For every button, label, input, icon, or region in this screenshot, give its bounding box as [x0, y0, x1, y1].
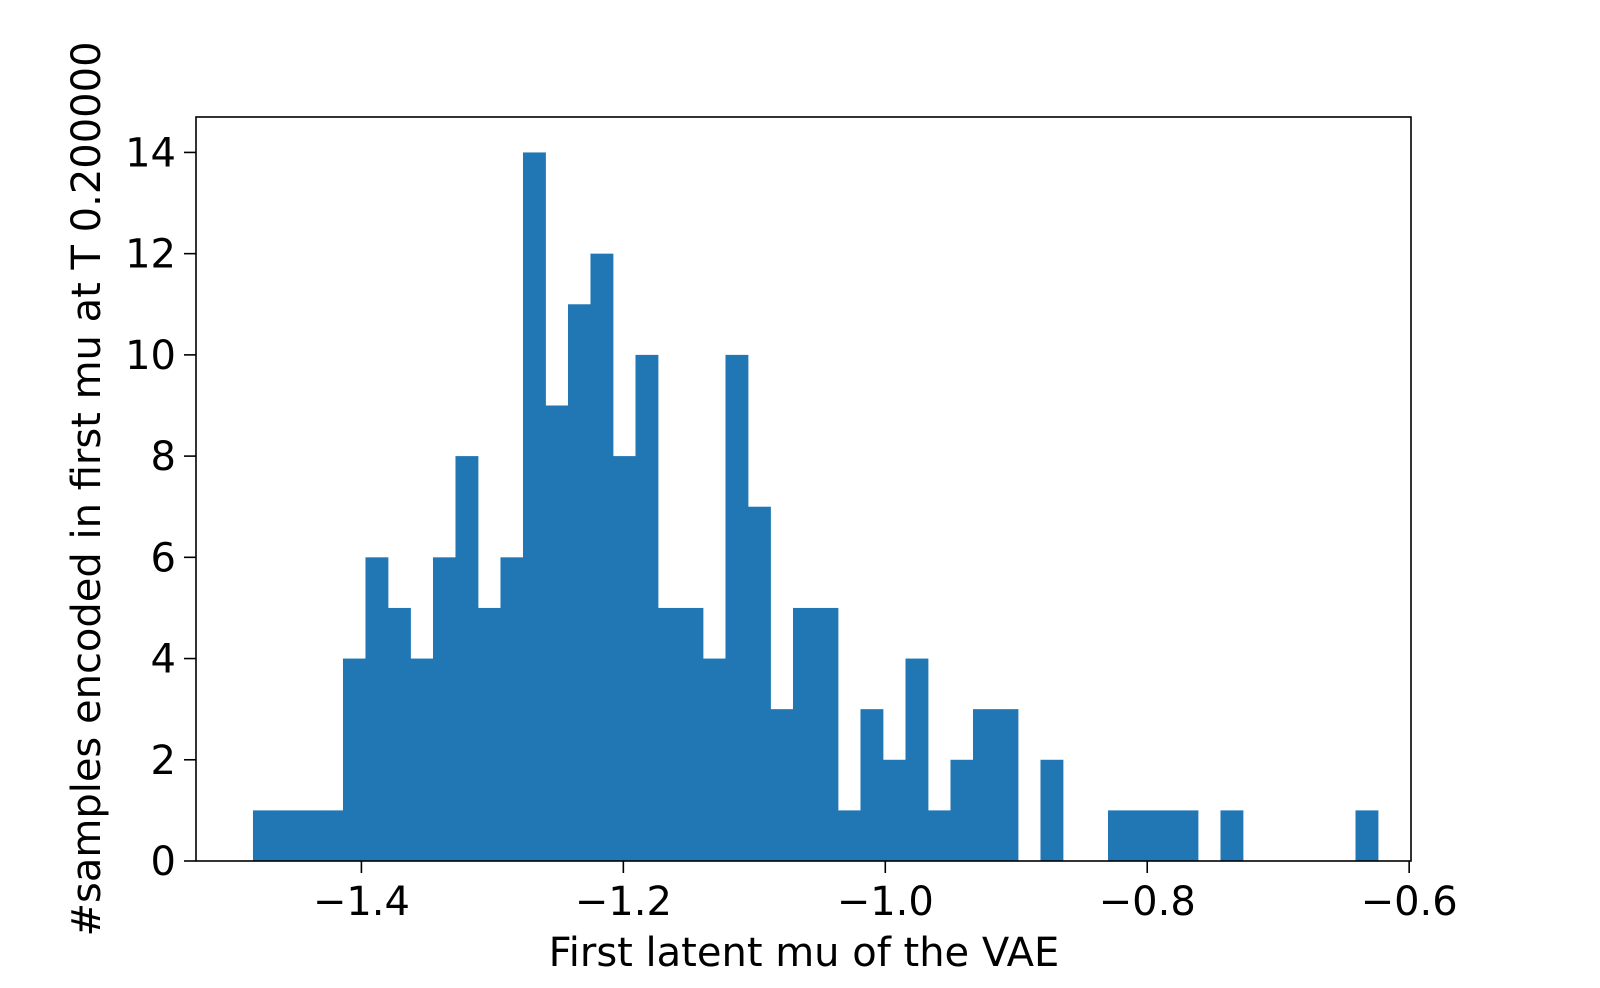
histogram-bar [680, 607, 704, 861]
histogram-bar [1040, 759, 1064, 861]
histogram-bar [1220, 810, 1244, 861]
histogram-bar [635, 354, 659, 861]
histogram-bar [725, 354, 749, 861]
histogram-bar [522, 152, 546, 861]
histogram-bar [1152, 810, 1176, 861]
histogram-bar [657, 607, 681, 861]
y-tick-label: 4 [151, 637, 176, 683]
histogram-bar [747, 506, 771, 861]
y-tick-label: 12 [125, 232, 176, 278]
histogram-bar [972, 709, 996, 861]
x-axis-ticks: −1.4 −1.2 −1.0 −0.8 −0.6 [313, 861, 1458, 925]
x-axis-label: First latent mu of the VAE [549, 930, 1060, 976]
histogram-bar [995, 709, 1019, 861]
histogram-bar [815, 607, 839, 861]
histogram-bar [320, 810, 344, 861]
histogram-bar [432, 557, 456, 861]
histogram-bar [860, 709, 884, 861]
histogram-bar [702, 658, 726, 861]
histogram-bar [1355, 810, 1379, 861]
histogram-bar [1130, 810, 1154, 861]
histogram-bar [500, 557, 524, 861]
y-tick-label: 0 [151, 839, 176, 885]
histogram-bar [252, 810, 276, 861]
histogram-bar [275, 810, 299, 861]
histogram-bar [770, 709, 794, 861]
histogram-bar [365, 557, 389, 861]
histogram-bar [792, 607, 816, 861]
histogram-bar [297, 810, 321, 861]
histogram-bar [1107, 810, 1131, 861]
histogram-bar [567, 304, 591, 861]
histogram-bar [882, 759, 906, 861]
histogram-bar [590, 253, 614, 861]
y-tick-label: 14 [125, 130, 176, 176]
histogram-bar [950, 759, 974, 861]
x-tick-label: −1.2 [575, 879, 672, 925]
y-tick-label: 8 [151, 434, 176, 480]
histogram-bar [1175, 810, 1199, 861]
histogram-bar [905, 658, 929, 861]
y-tick-label: 10 [125, 333, 176, 379]
histogram-bar [837, 810, 861, 861]
plot-frame [195, 116, 1412, 862]
histogram-bars [252, 152, 1379, 861]
histogram-bar [387, 607, 411, 861]
histogram-bar [455, 456, 479, 861]
y-axis-ticks: 0 2 4 6 8 10 12 14 [125, 130, 196, 885]
histogram-bar [927, 810, 951, 861]
histogram-bar [545, 405, 569, 861]
x-tick-label: −1.4 [313, 879, 410, 925]
y-tick-label: 6 [151, 535, 176, 581]
histogram-bar [477, 607, 501, 861]
histogram-bar [612, 456, 636, 861]
x-tick-label: −1.0 [837, 879, 934, 925]
histogram-bar [410, 658, 434, 861]
y-axis-label: #samples encoded in first mu at T 0.2000… [64, 41, 110, 936]
x-tick-label: −0.6 [1361, 879, 1458, 925]
histogram-bar [342, 658, 366, 861]
x-tick-label: −0.8 [1099, 879, 1196, 925]
y-tick-label: 2 [151, 738, 176, 784]
